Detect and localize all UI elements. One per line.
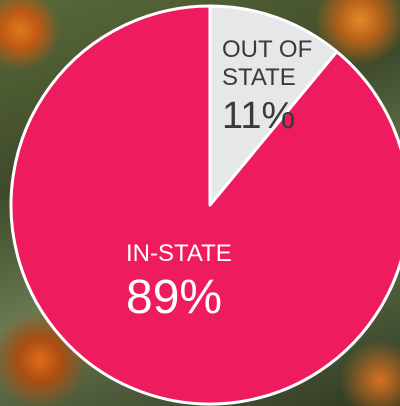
value-label: 89% — [126, 270, 326, 325]
value-label: 11% — [222, 95, 334, 139]
category-label: OUT OF STATE — [222, 36, 334, 91]
pie-slice — [11, 6, 400, 404]
category-label: IN-STATE — [126, 240, 326, 268]
screen: OUT OF STATE11% IN-STATE89% — [0, 0, 400, 406]
pie-chart — [0, 0, 400, 406]
